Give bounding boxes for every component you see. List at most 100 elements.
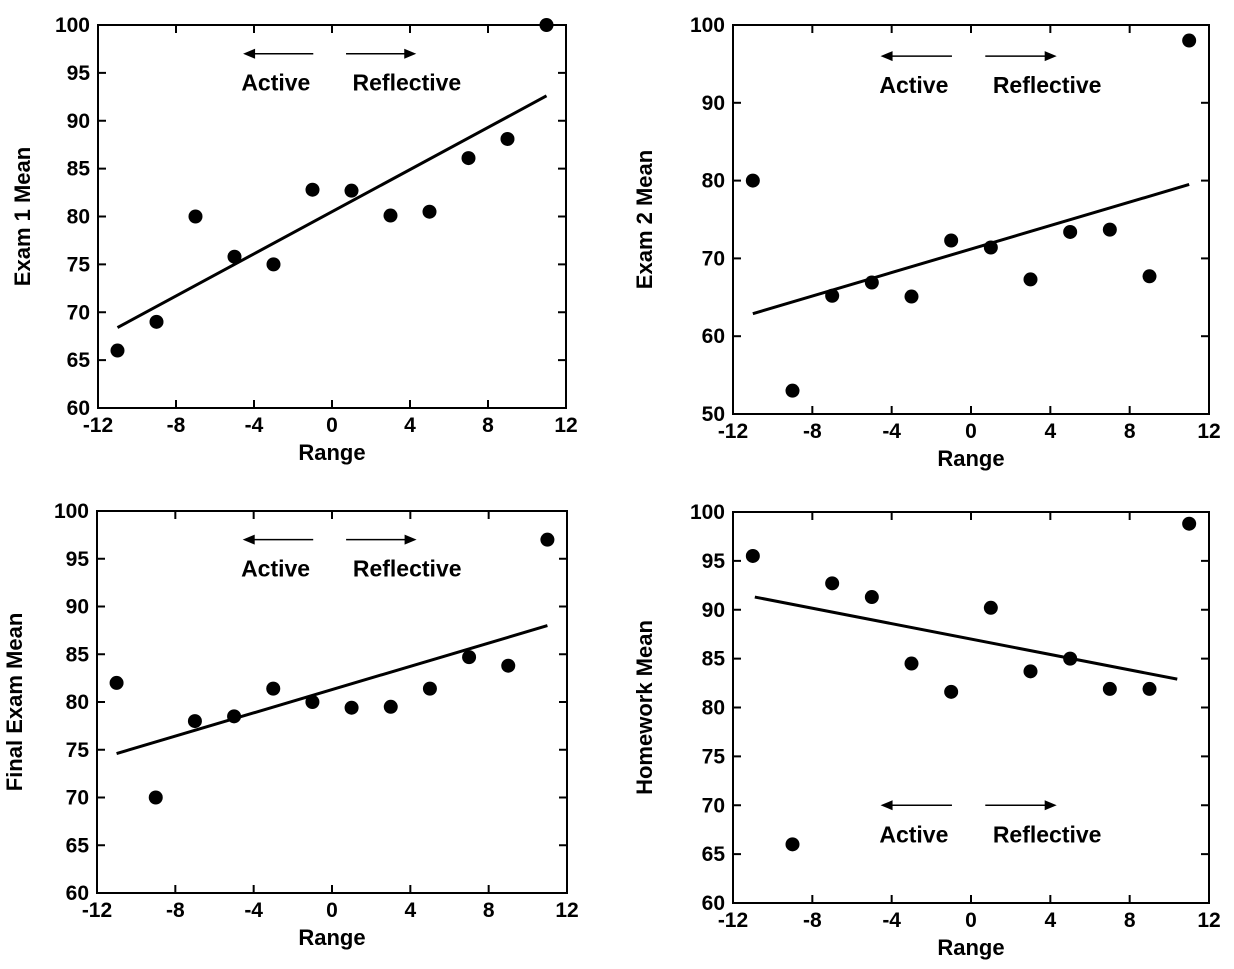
- data-point: [983, 600, 998, 615]
- data-point: [461, 151, 476, 166]
- data-point: [1182, 33, 1197, 48]
- x-tick-label: -12: [83, 414, 113, 437]
- annotation-active-reflective: Active Reflective: [241, 48, 461, 96]
- y-tick-label: 95: [702, 550, 726, 573]
- reflective-label: Reflective: [993, 72, 1102, 98]
- x-tick-label: 8: [1124, 420, 1136, 443]
- x-tick-label: -4: [882, 909, 901, 932]
- reflective-label: Reflective: [993, 821, 1102, 847]
- x-tick-label: 4: [404, 414, 416, 437]
- data-point: [188, 209, 203, 224]
- y-tick-label: 50: [702, 403, 725, 426]
- x-axis-label: Range: [298, 440, 365, 465]
- y-tick-label: 100: [690, 14, 725, 37]
- active-label: Active: [879, 72, 948, 98]
- x-tick-label: 4: [404, 899, 416, 922]
- data-point: [383, 699, 398, 714]
- data-point: [1102, 681, 1117, 696]
- y-axis-label: Exam 2 Mean: [632, 150, 657, 289]
- y-tick-label: 85: [67, 158, 91, 181]
- x-tick-label: 12: [554, 414, 577, 437]
- data-point: [149, 314, 164, 329]
- trend-line: [116, 94, 548, 329]
- y-tick-label: 80: [702, 170, 725, 193]
- data-point: [983, 240, 998, 255]
- data-point: [1142, 681, 1157, 696]
- y-tick-label: 75: [702, 745, 726, 768]
- x-axis-label: Range: [937, 446, 1004, 471]
- data-point: [825, 288, 840, 303]
- data-point: [462, 650, 477, 665]
- y-tick-label: 100: [54, 500, 89, 523]
- y-tick-label: 60: [66, 882, 89, 905]
- x-tick-label: 0: [326, 414, 338, 437]
- reflective-label: Reflective: [353, 556, 462, 582]
- x-tick-label: -12: [718, 909, 748, 932]
- x-tick-label: 12: [555, 899, 578, 922]
- left-arrow-icon: [880, 51, 893, 62]
- left-arrow-icon: [880, 800, 893, 811]
- x-tick-label: -4: [245, 414, 264, 437]
- left-arrow-icon: [243, 48, 256, 59]
- trend-line: [752, 183, 1190, 316]
- data-point: [266, 681, 281, 696]
- data-point: [785, 837, 800, 852]
- data-point: [1142, 269, 1157, 284]
- data-point: [904, 656, 919, 671]
- y-axis-label: Homework Mean: [632, 620, 657, 795]
- data-point: [540, 532, 555, 547]
- data-point: [422, 204, 437, 219]
- data-point: [785, 383, 800, 398]
- y-tick-label: 70: [66, 787, 89, 810]
- annotation-active-reflective: Active Reflective: [879, 51, 1101, 98]
- data-point: [344, 183, 359, 198]
- x-tick-label: -4: [882, 420, 901, 443]
- data-point: [266, 257, 281, 272]
- x-tick-label: 0: [965, 420, 977, 443]
- data-point: [1182, 516, 1197, 531]
- x-tick-label: 12: [1197, 420, 1220, 443]
- right-arrow-icon: [1044, 800, 1057, 811]
- active-label: Active: [241, 556, 310, 582]
- trend-line: [754, 595, 1178, 681]
- data-point: [500, 131, 515, 146]
- y-tick-label: 70: [702, 247, 725, 270]
- x-tick-label: 4: [1044, 420, 1056, 443]
- data-point: [745, 173, 760, 188]
- annotation-active-reflective: Active Reflective: [879, 800, 1101, 847]
- y-axis-label: Final Exam Mean: [2, 613, 27, 792]
- plot-frame: [96, 510, 568, 894]
- data-point: [305, 182, 320, 197]
- chart-panel-4: -12 -8 -4 0 4 8 12 60 65 70 75 80 85 90 95 100 Range Home…: [632, 501, 1221, 960]
- y-tick-label: 70: [702, 794, 725, 817]
- x-tick-label: -4: [244, 899, 263, 922]
- annotation-active-reflective: Active Reflective: [241, 534, 462, 582]
- data-point: [109, 675, 124, 690]
- data-point: [422, 681, 437, 696]
- y-tick-label: 60: [67, 397, 90, 420]
- x-tick-label: -12: [82, 899, 112, 922]
- y-tick-label: 90: [702, 92, 725, 115]
- data-point: [864, 275, 879, 290]
- y-tick-label: 95: [67, 62, 91, 85]
- y-tick-label: 80: [66, 691, 89, 714]
- data-point: [148, 790, 163, 805]
- trend-line: [116, 624, 548, 756]
- x-tick-label: -12: [718, 420, 748, 443]
- x-tick-label: 8: [483, 899, 495, 922]
- active-label: Active: [241, 70, 310, 96]
- right-arrow-icon: [404, 48, 417, 59]
- x-tick-label: 8: [482, 414, 494, 437]
- data-point: [110, 343, 125, 358]
- data-point: [1023, 272, 1038, 287]
- chart-panel-2: -12 -8 -4 0 4 8 12 50 60 70 80 90 100 Range Exam 2 Mea…: [632, 14, 1221, 471]
- y-tick-label: 85: [702, 648, 726, 671]
- y-axis-label: Exam 1 Mean: [10, 147, 35, 286]
- y-tick-label: 60: [702, 892, 725, 915]
- data-point: [1063, 651, 1078, 666]
- x-tick-label: -8: [803, 909, 822, 932]
- data-point: [344, 700, 359, 715]
- data-point: [1023, 664, 1038, 679]
- right-arrow-icon: [1044, 51, 1057, 62]
- data-point: [501, 658, 516, 673]
